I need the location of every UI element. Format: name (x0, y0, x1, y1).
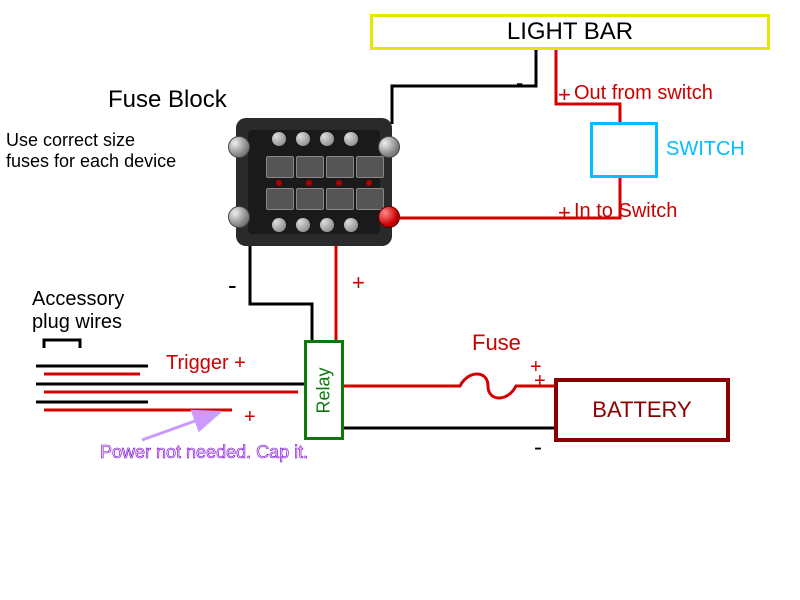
power-note-arrow (142, 412, 220, 440)
in-to-switch-plus: + (558, 200, 571, 226)
fb-minus: - (228, 270, 237, 301)
wire-lightbar-neg (392, 50, 536, 124)
switch-box (590, 122, 658, 178)
fb-screw-ne (378, 136, 400, 158)
batt-minus: - (534, 434, 542, 462)
light-bar-box: LIGHT BAR (370, 14, 770, 50)
in-to-switch-label: In to Switch (574, 200, 677, 223)
power-note: Power not needed. Cap it. (100, 442, 308, 463)
fb-screw-se-red (378, 206, 400, 228)
acc-bracket (44, 340, 80, 348)
relay-label: Relay (314, 367, 335, 413)
fuse-label: Fuse (472, 330, 521, 356)
out-from-switch-plus: + (558, 82, 571, 108)
acc-plus-label: + (244, 406, 256, 429)
switch-label: SWITCH (666, 138, 745, 161)
fuse-block (236, 118, 392, 246)
wire-fb-relay-black (250, 240, 312, 340)
fb-bot-screws (272, 218, 358, 232)
fb-screw-nw (228, 136, 250, 158)
fuse-block-inner (248, 130, 380, 234)
light-bar-label: LIGHT BAR (507, 18, 633, 46)
fb-plus: + (352, 270, 365, 296)
battery-label: BATTERY (592, 397, 691, 423)
wire-relay-batt-red (344, 374, 554, 398)
relay-box: Relay (304, 340, 344, 440)
accessory-title: Accessory plug wires (32, 288, 124, 334)
trigger-label: Trigger + (166, 352, 246, 375)
fb-top-screws (272, 132, 358, 146)
batt-plus: + (534, 370, 546, 393)
out-from-switch-label: Out from switch (574, 82, 713, 105)
lb-neg-sign: - (516, 70, 523, 96)
battery-box: BATTERY (554, 378, 730, 442)
fb-screw-sw (228, 206, 250, 228)
fuse-block-note: Use correct size fuses for each device (6, 130, 176, 172)
fuse-block-title: Fuse Block (108, 86, 227, 114)
